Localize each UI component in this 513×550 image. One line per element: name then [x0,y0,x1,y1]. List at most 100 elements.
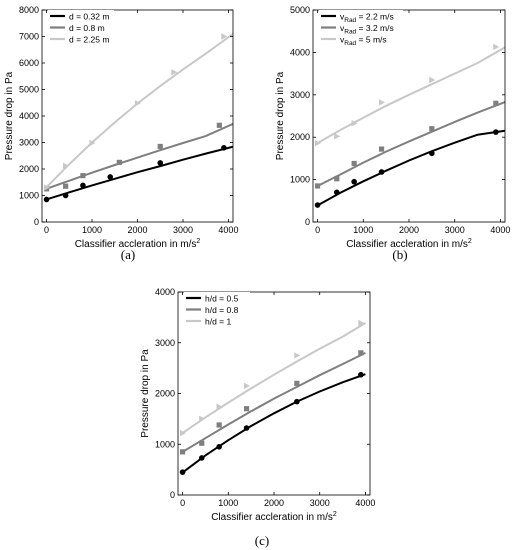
y-tick-label: 0 [34,217,39,227]
y-tick-label: 0 [170,490,175,500]
chart-panel: 0 1000 2000 3000 4000 0 1000 2000 3000 4000 Classi… [140,287,375,523]
y-tick-label: 4000 [290,47,310,57]
data-point [116,159,122,165]
data-point [378,99,385,106]
data-point [157,143,163,150]
y-tick-label: 6000 [19,58,39,68]
x-tick-label: 3000 [173,225,193,235]
legend-label: d = 2.25 m [69,35,109,45]
legend-label: d = 0.8 m [69,23,105,33]
data-point [493,43,500,51]
series-fit-line [45,122,233,191]
data-point [63,162,70,170]
data-point [334,176,340,182]
data-point [358,319,365,327]
data-point [351,120,358,127]
data-point [221,145,227,151]
y-tick-label: 7000 [19,32,39,42]
y-tick-label: 4000 [19,111,39,121]
x-axis-label: Classifier accleration in m/s2 [346,238,472,250]
data-point [243,425,250,431]
data-point [493,129,499,135]
y-axis-label: Pressure drop in Pa [4,71,15,160]
y-tick-label: 1000 [19,191,39,201]
legend-label: h/d = 0.5 [205,294,239,304]
x-axis-label: Classifier accleration in m/s2 [211,511,337,523]
x-tick-label: 0 [315,225,320,235]
y-tick-label: 5000 [19,85,39,95]
data-point [171,69,178,76]
panel-label-a: (a) [120,247,136,262]
data-point [216,403,223,410]
data-point [179,449,186,455]
data-point [179,469,186,475]
panel-label-b: (b) [392,247,408,262]
series-fit-line [181,322,366,435]
data-point [80,173,86,179]
y-tick-label: 3000 [290,90,310,100]
data-point [199,440,205,446]
data-point [294,398,300,405]
data-point [333,189,340,196]
legend-label: h/d = 1 [205,317,232,327]
y-tick-label: 0 [305,217,310,227]
data-point [157,160,164,166]
x-tick-label: 4000 [218,225,238,235]
series-fit-line [316,129,505,207]
x-tick-label: 1000 [218,498,238,508]
x-tick-label: 2000 [127,225,147,235]
data-point [221,33,228,40]
y-tick-label: 4000 [155,287,175,297]
data-point [314,202,321,208]
y-tick-label: 5000 [290,5,310,15]
series-fit-line [181,352,366,454]
y-tick-label: 1000 [290,175,310,185]
chart-panel: 0 1000 2000 3000 4000 0 1000 2000 3000 4000 5000 60… [4,5,238,250]
series-fit-line [181,373,366,474]
data-point [134,100,141,107]
y-tick-label: 3000 [155,338,175,348]
x-tick-label: 0 [44,225,49,235]
series-fit-line [316,101,505,188]
data-point [429,150,435,157]
data-point [314,183,321,189]
data-point [429,76,436,84]
data-point [62,192,69,199]
series-fit-line [45,145,233,201]
y-axis-label: Pressure drop in Pa [275,71,286,160]
data-point [63,183,69,189]
x-tick-label: 1000 [82,225,102,235]
data-point [294,380,300,386]
data-point [429,126,435,132]
y-tick-label: 2000 [290,132,310,142]
data-point [43,184,50,191]
y-tick-label: 8000 [19,5,39,15]
data-point [358,350,364,356]
data-point [243,382,250,390]
data-point [314,139,321,147]
data-point [43,196,50,203]
x-tick-label: 0 [180,498,185,508]
data-point [378,146,385,152]
series-fit-line [316,46,505,145]
data-point [80,182,86,189]
data-point [199,415,206,423]
data-point [216,122,222,128]
x-tick-label: 4000 [490,225,510,235]
y-tick-label: 1000 [155,439,175,449]
x-axis-label: Classifier accleration in m/s2 [75,238,201,250]
x-tick-label: 2000 [264,498,284,508]
data-point [216,443,222,450]
data-point [378,169,385,175]
x-tick-label: 2000 [399,225,419,235]
data-point [216,422,222,428]
series-fit-line [44,33,233,189]
data-point [334,133,341,140]
data-point [294,352,301,359]
y-axis-label: Pressure drop in Pa [140,349,151,438]
y-tick-label: 3000 [19,138,39,148]
data-point [243,406,250,412]
panel-label-c: (c) [254,533,270,548]
y-tick-label: 2000 [19,164,39,174]
